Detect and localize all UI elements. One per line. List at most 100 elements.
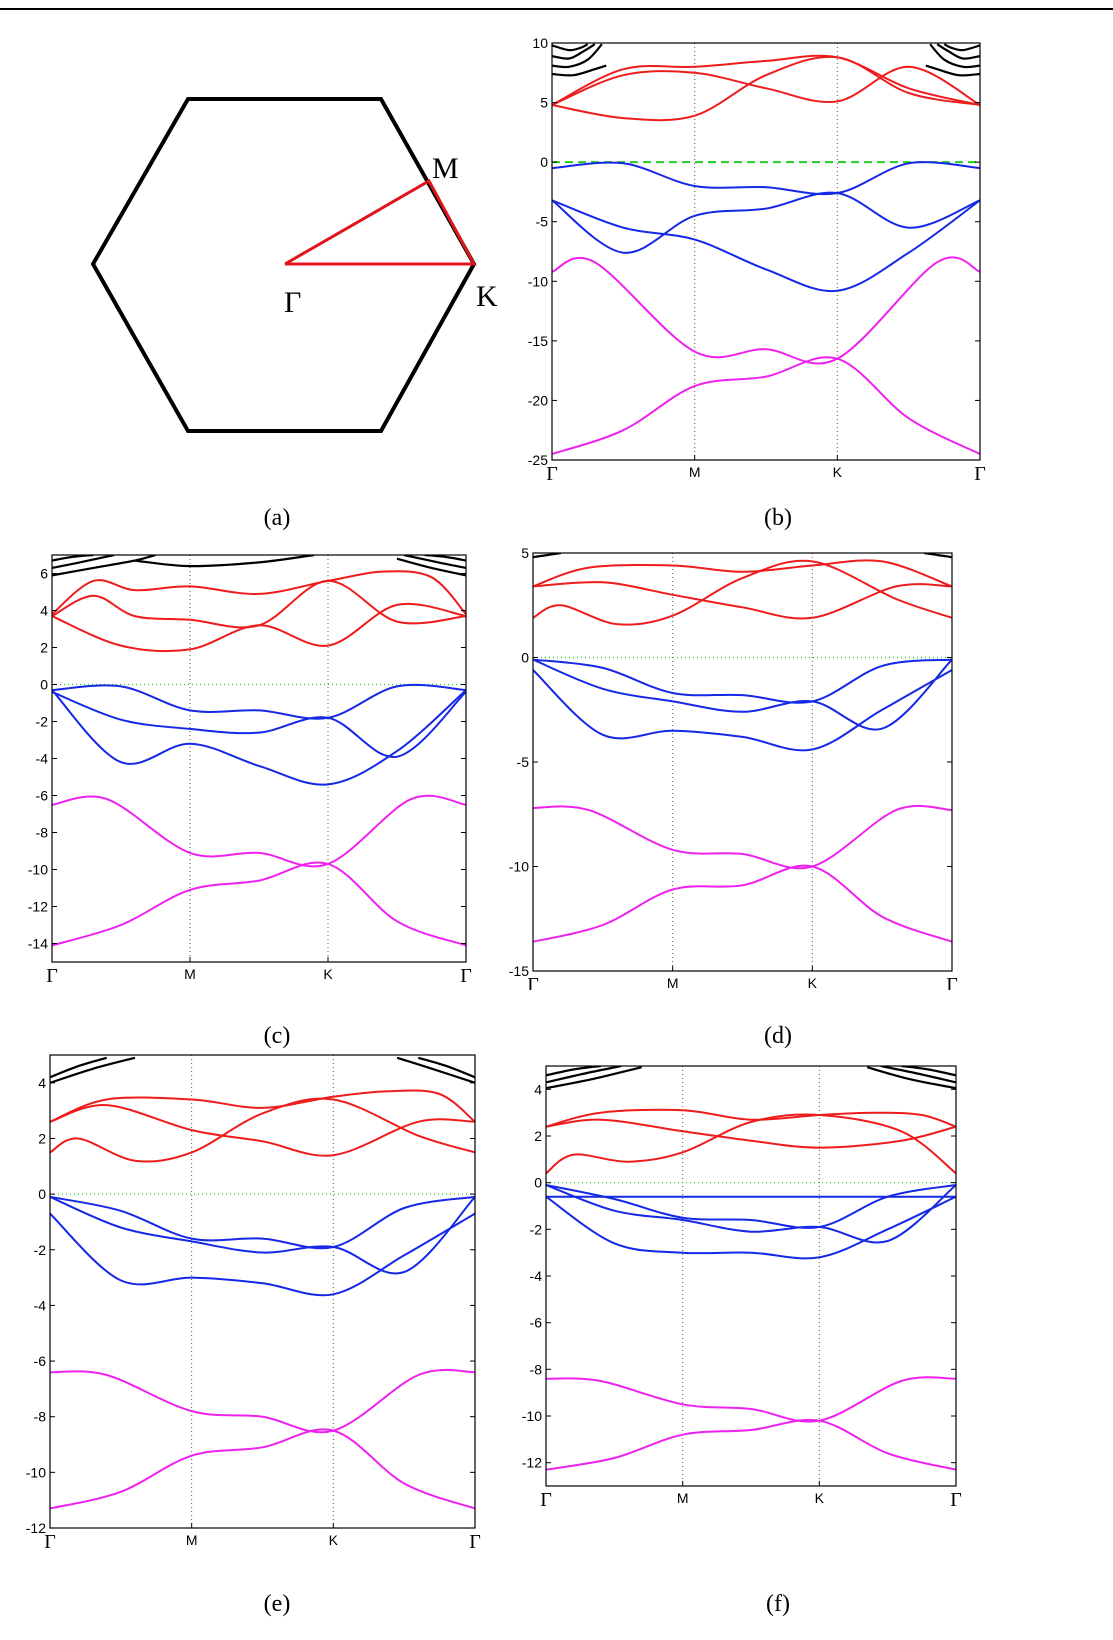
x-tick-label: Γ — [540, 1489, 552, 1511]
x-tick-label: Γ — [946, 974, 958, 990]
bands-group — [50, 1056, 475, 1510]
y-tick-label: 2 — [40, 640, 48, 656]
y-tick-label: 5 — [521, 548, 529, 561]
band-line-valence — [533, 669, 952, 752]
band-line-upper — [923, 553, 952, 559]
band-chart-e: -12 -10 -8 -6 -4 -2 0 2 4 Γ M K Γ — [26, 1054, 481, 1553]
band-line-upper — [925, 64, 980, 77]
y-tick-label: -14 — [28, 936, 48, 952]
band-line-upper — [403, 555, 466, 569]
bands-group — [52, 555, 466, 947]
y-tick-label: -5 — [536, 214, 549, 230]
x-tick-label: M — [689, 464, 701, 480]
caption-f: (f) — [766, 1591, 790, 1617]
band-line-upper — [866, 1066, 956, 1090]
y-tick-label: -15 — [528, 333, 548, 349]
band-line-conduction — [552, 55, 980, 122]
band-line-valence — [52, 683, 466, 720]
y-tick-label: -4 — [36, 751, 49, 767]
band-line-valence — [52, 690, 466, 758]
band-panel-e: -12 -10 -8 -6 -4 -2 0 2 4 Γ M K Γ — [20, 1050, 485, 1555]
band-line-upper — [50, 1056, 136, 1084]
band-chart-d: -15 -10 -5 0 5 Γ M K Γ — [509, 545, 958, 996]
band-line-valence — [50, 1195, 475, 1275]
y-tick-label: 0 — [534, 1175, 542, 1191]
band-line-conduction — [546, 1118, 956, 1149]
band-chart-b: -25 -20 -15 -10 -5 0 5 10 Γ M K Γ — [528, 35, 986, 485]
y-tick-label: -2 — [530, 1221, 543, 1237]
x-tick-label: Γ — [546, 463, 558, 485]
band-line-conduction — [546, 1108, 956, 1128]
band-line-upper — [134, 555, 315, 568]
y-tick-label: -6 — [34, 1353, 47, 1369]
caption-c: (c) — [263, 1023, 291, 1049]
x-tick-label: K — [833, 464, 843, 480]
band-line-lower — [546, 1418, 956, 1471]
caption-b: (b) — [764, 505, 792, 531]
y-tick-label: -25 — [528, 452, 548, 468]
brillouin-zone-panel: Γ M K — [70, 70, 530, 470]
x-tick-label: K — [815, 1490, 825, 1506]
band-line-upper — [552, 43, 603, 69]
band-line-upper — [396, 557, 466, 577]
band-line-conduction — [533, 559, 952, 626]
band-line-conduction — [552, 65, 980, 106]
y-tick-label: 6 — [40, 566, 48, 582]
y-tick-label: 4 — [40, 603, 48, 619]
m-label: M — [432, 152, 459, 185]
band-line-upper — [546, 1066, 642, 1090]
band-line-valence — [552, 191, 980, 254]
band-line-upper — [417, 1056, 475, 1079]
band-line-conduction — [552, 54, 980, 106]
band-line-lower — [52, 861, 466, 947]
y-tick-label: 10 — [532, 35, 548, 51]
caption-e: (e) — [263, 1591, 291, 1617]
y-tick-label: -10 — [28, 862, 48, 878]
band-line-upper — [552, 43, 596, 60]
band-line-upper — [533, 553, 562, 559]
top-rule — [0, 8, 1113, 10]
y-tick-label: -8 — [34, 1409, 47, 1425]
y-tick-label: -6 — [530, 1315, 543, 1331]
band-line-upper — [936, 43, 980, 60]
y-tick-label: 0 — [540, 154, 548, 170]
band-line-valence — [546, 1184, 956, 1229]
band-line-upper — [50, 1056, 108, 1079]
band-line-upper — [52, 555, 115, 569]
y-tick-label: -20 — [528, 392, 548, 408]
y-tick-label: -5 — [517, 754, 530, 770]
band-line-valence — [50, 1195, 475, 1250]
band-line-upper — [396, 1056, 475, 1084]
band-line-conduction — [50, 1097, 475, 1163]
y-tick-label: -8 — [36, 825, 49, 841]
band-line-valence — [52, 689, 466, 786]
y-tick-label: -15 — [509, 963, 529, 979]
plot-frame — [551, 42, 981, 461]
y-tick-label: -2 — [36, 714, 49, 730]
brillouin-zone-svg: Γ M K — [90, 97, 498, 433]
band-line-lower — [533, 804, 952, 870]
band-line-upper — [552, 43, 589, 52]
x-tick-label: Γ — [527, 974, 539, 990]
band-line-conduction — [533, 581, 952, 620]
band-line-lower — [533, 864, 952, 943]
band-line-upper — [929, 43, 980, 69]
band-line-lower — [50, 1368, 475, 1434]
band-line-valence — [552, 199, 980, 293]
band-line-upper — [552, 64, 607, 77]
band-line-upper — [943, 43, 980, 52]
band-chart-f: -12 -10 -8 -6 -4 -2 0 2 4 Γ M K Γ — [522, 1065, 962, 1511]
k-label: K — [476, 280, 498, 313]
x-tick-label: M — [667, 975, 679, 990]
band-line-valence — [546, 1184, 956, 1244]
band-line-upper — [901, 1066, 956, 1077]
y-tick-label: -4 — [530, 1268, 543, 1284]
band-line-upper — [546, 1066, 622, 1084]
y-tick-label: 4 — [38, 1075, 46, 1091]
y-tick-label: 5 — [540, 95, 548, 111]
x-tick-label: K — [808, 975, 818, 990]
bands-group — [546, 1066, 956, 1471]
band-line-valence — [533, 658, 952, 704]
y-tick-label: -10 — [509, 859, 529, 875]
caption-a: (a) — [263, 505, 291, 531]
